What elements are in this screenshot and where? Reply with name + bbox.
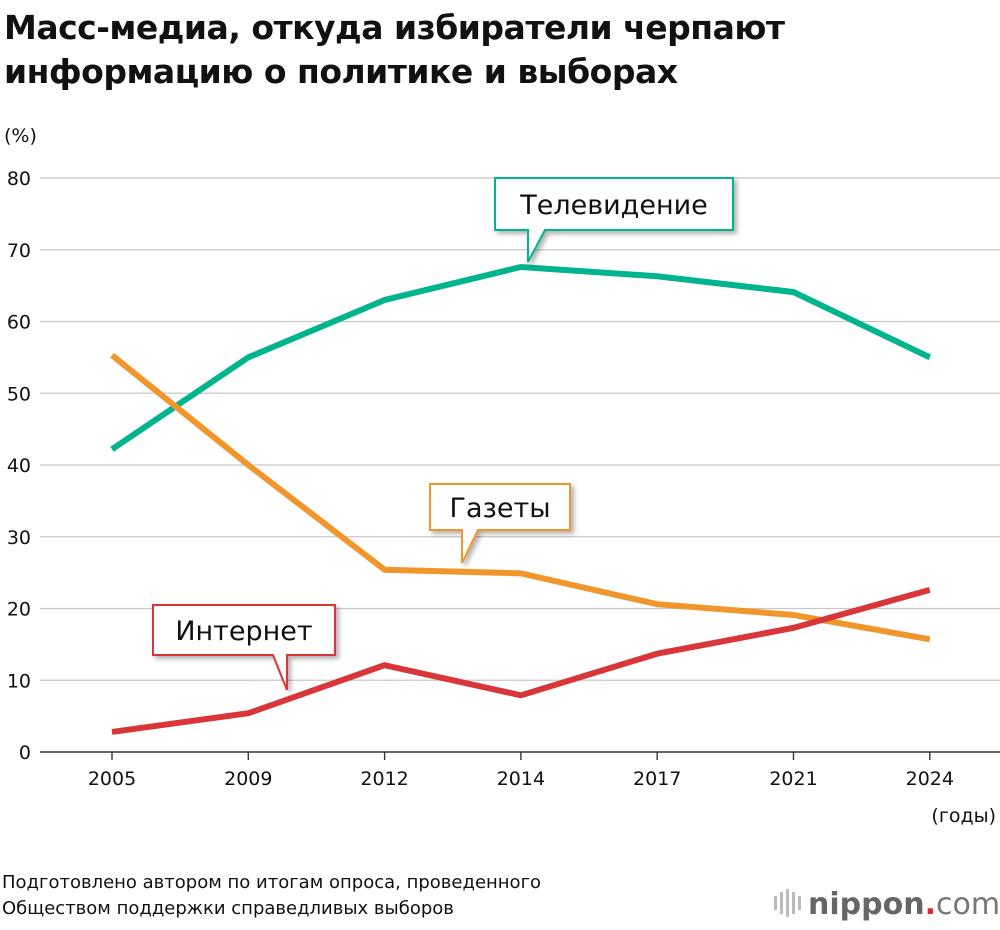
x-tick-label: 2005 [88,768,136,790]
y-tick-label: 50 [7,383,31,405]
legend-label: Газеты [449,493,550,524]
x-axis-label: (годы) [931,805,996,827]
y-tick-label: 60 [7,312,31,334]
y-tick-label: 30 [7,527,31,549]
y-axis-label: (%) [4,125,37,147]
series-line [110,263,932,452]
x-tick-label: 2009 [224,768,272,790]
svg-text:nippon.com: nippon.com [808,887,1000,922]
series-line [110,352,931,643]
title-line-1: Масс-медиа, откуда избиратели черпают [4,8,785,47]
x-tick-label: 2024 [906,768,954,790]
x-tick-label: 2021 [769,768,817,790]
legend-label: Интернет [175,616,312,647]
nippon-logo: nippon.com [772,884,1000,928]
source-line-2: Обществом поддержки справедливых выборов [2,898,454,919]
legend-callout [152,604,336,691]
x-tick-label: 2012 [360,768,408,790]
y-tick-label: 10 [7,670,31,692]
callout-box [152,604,336,691]
source-line-1: Подготовлено автором по итогам опроса, п… [2,872,542,893]
legend-callout [494,177,734,263]
callout-box [429,483,571,564]
x-tick-label: 2017 [633,768,681,790]
y-tick-label: 40 [7,455,31,477]
x-tick-label: 2014 [497,768,545,790]
y-tick-label: 70 [7,240,31,262]
callout-box [494,177,734,263]
y-tick-label: 20 [7,599,31,621]
y-tick-label: 80 [7,168,31,190]
series-line [111,586,931,735]
chart-title: Масс-медиа, откуда избиратели черпают ин… [4,6,785,94]
legend-callout [429,483,571,564]
y-tick-label: 0 [19,742,31,764]
line-chart: 0 10 20 30 40 50 60 70 80 2005 2009 2012 2014 2017 202… [4,125,1000,827]
legend-label: Телевидение [519,190,708,221]
title-line-2: информацию о политике и выборах [4,52,678,91]
source-note: Подготовлено автором по итогам опроса, п… [2,870,541,922]
